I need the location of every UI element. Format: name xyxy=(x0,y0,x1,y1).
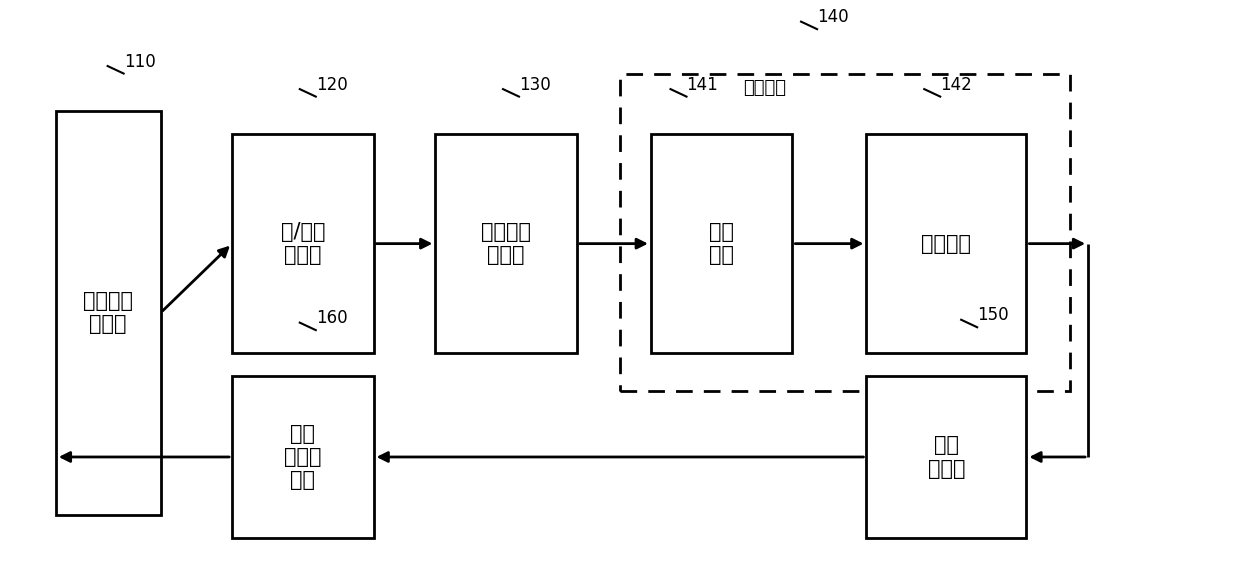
Text: 数字控制
计算机: 数字控制 计算机 xyxy=(83,291,133,335)
Bar xyxy=(867,376,1027,537)
Bar xyxy=(651,134,792,353)
Text: 伺服对象: 伺服对象 xyxy=(743,79,786,96)
Text: 141: 141 xyxy=(687,76,718,93)
Text: 机械负载: 机械负载 xyxy=(921,233,971,253)
Bar xyxy=(232,134,373,353)
Text: 直流
电机: 直流 电机 xyxy=(709,222,734,265)
Text: 数/模转
换模块: 数/模转 换模块 xyxy=(280,222,325,265)
Bar xyxy=(435,134,577,353)
Bar xyxy=(620,74,1070,390)
Text: 130: 130 xyxy=(520,76,551,93)
Bar xyxy=(232,376,373,537)
Bar xyxy=(56,111,161,514)
Text: 142: 142 xyxy=(940,76,972,93)
Text: 高速
计数器
模块: 高速 计数器 模块 xyxy=(284,424,321,490)
Text: 120: 120 xyxy=(316,76,347,93)
Text: 160: 160 xyxy=(316,309,347,328)
Text: 直流功率
放大器: 直流功率 放大器 xyxy=(481,222,531,265)
Text: 150: 150 xyxy=(977,306,1009,325)
Text: 140: 140 xyxy=(817,8,848,26)
Text: 光电
编码器: 光电 编码器 xyxy=(928,435,965,479)
Text: 110: 110 xyxy=(124,53,155,71)
Bar xyxy=(867,134,1027,353)
